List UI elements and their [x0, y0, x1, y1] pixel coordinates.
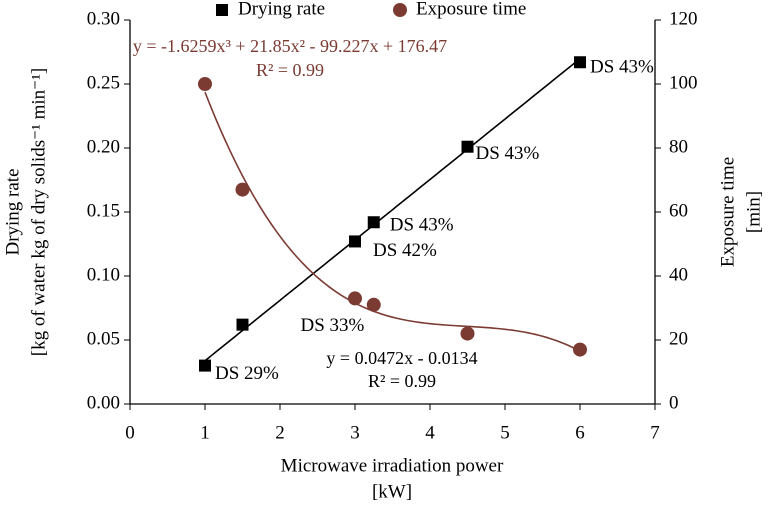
trend-equation: y = -1.6259x³ + 21.85x² - 99.227x + 176.… — [133, 36, 447, 56]
point-label: DS 42% — [373, 240, 437, 261]
y-tick-label: 0.30 — [87, 8, 120, 29]
x-tick-label: 1 — [200, 422, 210, 443]
y2-axis-unit: [min] — [743, 191, 764, 233]
legend-label: Exposure time — [416, 0, 526, 19]
legend-marker — [393, 3, 407, 17]
y2-tick-label: 0 — [669, 392, 679, 413]
trend-equation: y = 0.0472x - 0.0134 — [326, 348, 477, 368]
trendline — [204, 91, 581, 352]
y-axis-title: Drying rate — [2, 168, 23, 255]
data-point — [574, 56, 586, 69]
y-axis-unit: [kg of water kg of dry solids⁻¹ min⁻¹] — [28, 68, 49, 356]
y-tick-label: 0.15 — [87, 200, 120, 221]
x-tick-label: 2 — [275, 422, 285, 443]
data-point — [198, 77, 212, 91]
x-axis-unit: [kW] — [372, 481, 412, 502]
trendline — [204, 58, 581, 362]
data-point — [348, 291, 362, 306]
y-tick-label: 0.25 — [87, 72, 120, 93]
trend-r2: R² = 0.99 — [256, 60, 324, 80]
y2-tick-label: 80 — [669, 136, 688, 157]
point-label: DS 29% — [215, 363, 279, 384]
x-tick-label: 0 — [125, 422, 135, 443]
data-point — [367, 216, 380, 229]
x-axis-title: Microwave irradiation power — [281, 455, 504, 476]
y2-axis-title: Exposure time — [717, 157, 738, 267]
data-point — [366, 297, 381, 312]
data-point — [236, 318, 249, 331]
y2-tick-label: 60 — [669, 200, 688, 221]
data-point — [573, 342, 587, 357]
y-tick-label: 0.20 — [87, 136, 120, 157]
y2-tick-label: 120 — [669, 8, 698, 29]
point-label: DS 33% — [301, 315, 365, 336]
data-point — [349, 235, 361, 248]
data-point — [199, 359, 211, 372]
point-label: DS 43% — [476, 143, 540, 164]
legend-marker — [216, 4, 228, 16]
legend-label: Drying rate — [238, 0, 325, 19]
y2-tick-label: 100 — [669, 72, 698, 93]
y-tick-label: 0.05 — [87, 328, 120, 349]
x-tick-label: 4 — [425, 422, 435, 443]
point-label: DS 43% — [590, 57, 654, 78]
data-point — [460, 326, 475, 341]
x-tick-label: 5 — [500, 422, 510, 443]
x-tick-label: 7 — [650, 422, 660, 443]
y2-tick-label: 20 — [669, 328, 688, 349]
data-point — [461, 140, 474, 153]
data-point — [235, 182, 250, 197]
y2-tick-label: 40 — [669, 264, 688, 285]
x-tick-label: 6 — [575, 422, 585, 443]
point-label: DS 43% — [390, 215, 454, 236]
x-tick-label: 3 — [350, 422, 360, 443]
trend-r2: R² = 0.99 — [368, 371, 436, 391]
y-tick-label: 0.00 — [87, 392, 120, 413]
y-tick-label: 0.10 — [87, 264, 120, 285]
